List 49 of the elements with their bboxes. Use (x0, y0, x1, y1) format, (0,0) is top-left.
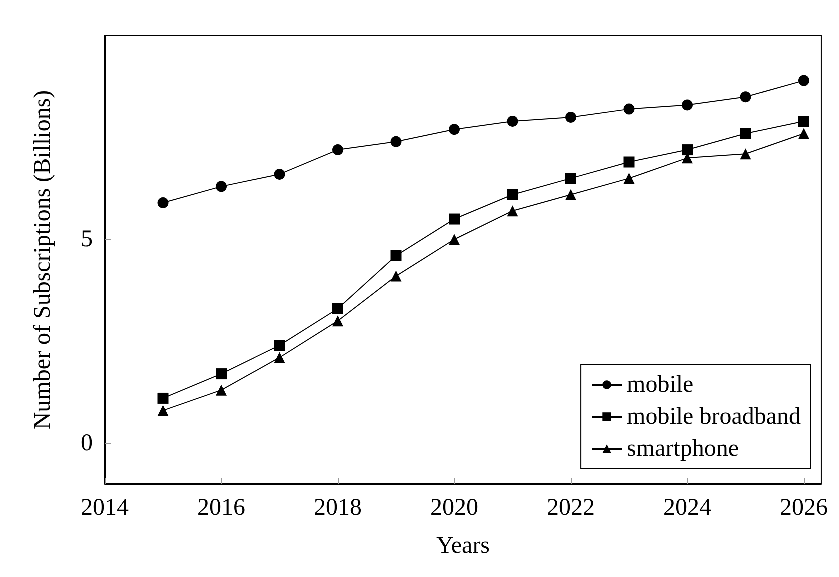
point (449, 214, 460, 225)
point (274, 168, 286, 180)
point (798, 75, 810, 86)
x-tick-label: 2014 (81, 495, 129, 521)
point (332, 144, 344, 156)
x-axis-title: Years (436, 533, 490, 559)
x-tick-label: 2018 (314, 495, 362, 521)
y-tick-label: 5 (81, 226, 93, 253)
point (274, 340, 286, 352)
x-tick-label: 2022 (547, 495, 595, 521)
point (507, 206, 518, 217)
legend-label: mobile (627, 372, 694, 398)
x-tick-label: 2016 (198, 495, 246, 521)
point (274, 352, 286, 364)
point (158, 392, 169, 404)
x-tick-label: 2026 (780, 495, 828, 521)
y-axis-title: Number of Subscriptions (Billions) (30, 90, 56, 430)
point (624, 156, 635, 168)
point (798, 128, 810, 140)
point (158, 405, 169, 416)
point (740, 128, 752, 140)
point (332, 316, 344, 327)
point (566, 173, 576, 184)
x-tick-label: 2020 (430, 495, 478, 521)
point (216, 368, 227, 380)
legend-label: smartphone (627, 436, 740, 462)
point (449, 234, 460, 246)
point (158, 197, 169, 208)
point (682, 144, 693, 156)
point (507, 189, 518, 200)
point (332, 303, 344, 314)
point (740, 148, 752, 160)
y-tick-label: 0 (81, 430, 93, 456)
x-tick-label: 2024 (664, 495, 712, 521)
point (390, 270, 402, 282)
point (624, 104, 635, 115)
point (740, 92, 752, 103)
point (507, 116, 518, 128)
point (390, 250, 402, 262)
point (798, 116, 810, 128)
point (449, 124, 460, 136)
point (624, 173, 635, 184)
point (390, 136, 402, 148)
point (216, 384, 227, 396)
point (566, 112, 576, 123)
legend-label: mobile broadband (627, 404, 801, 430)
point (216, 181, 227, 192)
point (682, 100, 693, 111)
point (566, 189, 576, 200)
